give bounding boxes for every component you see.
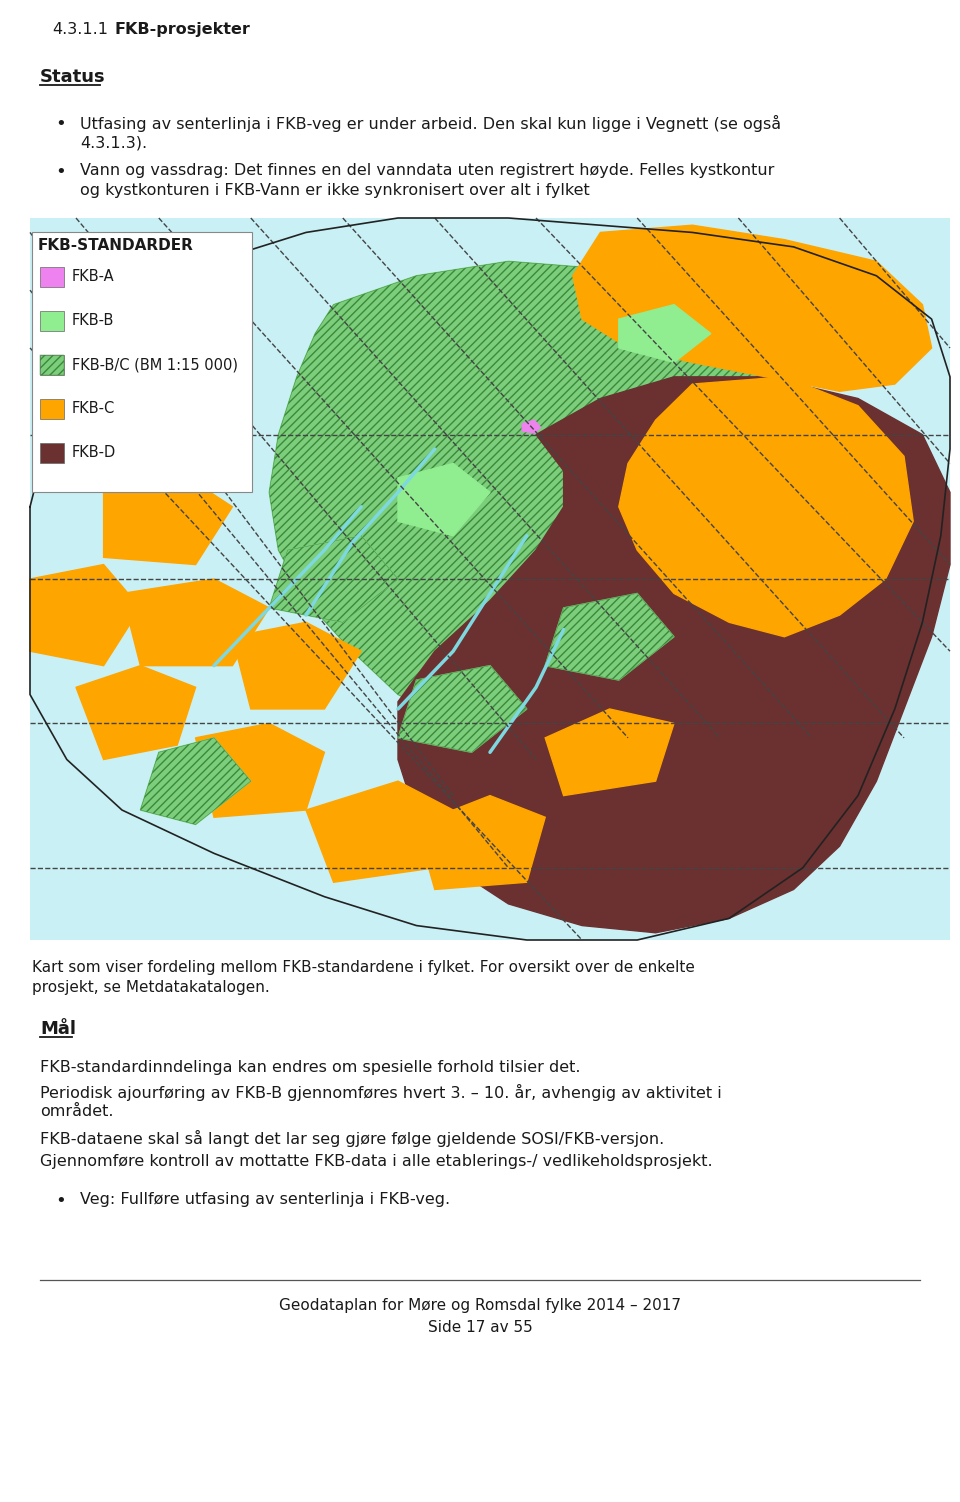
Polygon shape	[619, 377, 913, 637]
Text: •: •	[55, 164, 65, 182]
Polygon shape	[140, 737, 251, 825]
Bar	[40, 311, 64, 330]
Polygon shape	[573, 225, 931, 392]
Text: FKB-prosjekter: FKB-prosjekter	[115, 23, 251, 38]
Bar	[40, 443, 64, 463]
Polygon shape	[76, 665, 196, 760]
Polygon shape	[545, 593, 674, 680]
Text: prosjekt, se Metdatakatalogen.: prosjekt, se Metdatakatalogen.	[32, 979, 270, 994]
Polygon shape	[232, 622, 361, 709]
Polygon shape	[417, 796, 545, 889]
Polygon shape	[398, 665, 527, 753]
Polygon shape	[269, 261, 784, 737]
Polygon shape	[30, 565, 140, 665]
Bar	[40, 267, 64, 287]
Text: Kart som viser fordeling mellom FKB-standardene i fylket. For oversikt over de e: Kart som viser fordeling mellom FKB-stan…	[32, 960, 695, 975]
Text: Mål: Mål	[40, 1020, 76, 1038]
Polygon shape	[104, 470, 232, 565]
Text: FKB-C: FKB-C	[72, 401, 115, 416]
Polygon shape	[398, 464, 490, 536]
Text: FKB-B/C (BM 1:15 000): FKB-B/C (BM 1:15 000)	[72, 357, 238, 372]
Polygon shape	[122, 578, 269, 665]
Text: 4.3.1.3).: 4.3.1.3).	[80, 135, 147, 150]
Text: Geodataplan for Møre og Romsdal fylke 2014 – 2017: Geodataplan for Møre og Romsdal fylke 20…	[279, 1298, 681, 1313]
Text: Utfasing av senterlinja i FKB-veg er under arbeid. Den skal kun ligge i Vegnett : Utfasing av senterlinja i FKB-veg er und…	[80, 116, 781, 132]
Polygon shape	[269, 536, 398, 622]
Polygon shape	[619, 305, 710, 362]
Text: FKB-B: FKB-B	[72, 312, 114, 327]
Text: FKB-dataene skal så langt det lar seg gjøre følge gjeldende SOSI/FKB-versjon.: FKB-dataene skal så langt det lar seg gj…	[40, 1130, 664, 1148]
Text: Periodisk ajourføring av FKB-B gjennomføres hvert 3. – 10. år, avhengig av aktiv: Periodisk ajourføring av FKB-B gjennomfø…	[40, 1084, 722, 1101]
Text: 4.3.1.1: 4.3.1.1	[52, 23, 108, 38]
Polygon shape	[196, 724, 324, 817]
Bar	[40, 354, 64, 376]
Text: og kystkonturen i FKB-Vann er ikke synkronisert over alt i fylket: og kystkonturen i FKB-Vann er ikke synkr…	[80, 183, 589, 198]
Polygon shape	[306, 781, 453, 882]
Polygon shape	[522, 421, 540, 433]
Text: Veg: Fullføre utfasing av senterlinja i FKB-veg.: Veg: Fullføre utfasing av senterlinja i …	[80, 1193, 450, 1208]
Text: FKB-standardinndelinga kan endres om spesielle forhold tilsier det.: FKB-standardinndelinga kan endres om spe…	[40, 1060, 581, 1075]
Text: •: •	[55, 1193, 65, 1211]
Text: Status: Status	[40, 68, 106, 86]
Bar	[30, 218, 950, 940]
Text: FKB-D: FKB-D	[72, 445, 116, 460]
Polygon shape	[545, 709, 674, 796]
Text: Gjennomføre kontroll av mottatte FKB-data i alle etablerings-/ vedlikeholdsprosj: Gjennomføre kontroll av mottatte FKB-dat…	[40, 1154, 712, 1169]
Bar	[40, 354, 64, 376]
Text: FKB-STANDARDER: FKB-STANDARDER	[38, 237, 194, 252]
Bar	[32, 231, 252, 493]
Text: •: •	[55, 116, 65, 134]
Text: Side 17 av 55: Side 17 av 55	[427, 1320, 533, 1335]
Polygon shape	[398, 377, 950, 933]
Bar	[40, 400, 64, 419]
Text: Vann og vassdrag: Det finnes en del vanndata uten registrert høyde. Felles kystk: Vann og vassdrag: Det finnes en del vann…	[80, 164, 775, 179]
Text: området.: området.	[40, 1104, 113, 1119]
Text: FKB-A: FKB-A	[72, 269, 114, 284]
